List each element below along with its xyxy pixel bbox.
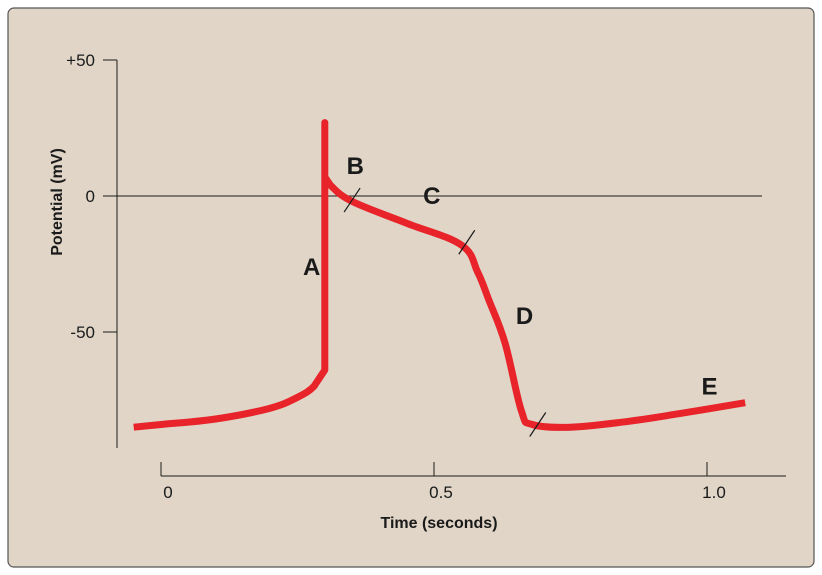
chart-background — [7, 7, 815, 568]
x-axis-ticks: 0 0.5 1.0 — [160, 462, 726, 502]
y-tick-label: -50 — [70, 323, 95, 342]
phase-label-a: A — [303, 254, 320, 281]
x-tick-label: 0 — [163, 483, 172, 502]
phase-labels: A B C D E — [303, 153, 718, 400]
x-tick-label: 0.5 — [429, 483, 453, 502]
phase-boundary-mark — [343, 187, 361, 213]
x-axis-title: Time (seconds) — [380, 515, 497, 532]
phase-boundary-mark — [529, 412, 547, 437]
y-axis-title: Potential (mV) — [49, 148, 66, 256]
phase-label-c: C — [423, 183, 440, 210]
phase-label-d: D — [516, 303, 533, 330]
phase-boundary-marks — [343, 187, 547, 437]
y-tick-label: 0 — [86, 187, 95, 206]
phase-label-e: E — [702, 374, 718, 401]
phase-boundary-mark — [458, 229, 476, 255]
x-tick-label: 1.0 — [702, 483, 726, 502]
y-axis-ticks: +50 0 -50 — [66, 51, 117, 342]
phase-label-b: B — [347, 153, 364, 180]
action-potential-line — [133, 119, 746, 431]
y-tick-label: +50 — [66, 51, 95, 70]
